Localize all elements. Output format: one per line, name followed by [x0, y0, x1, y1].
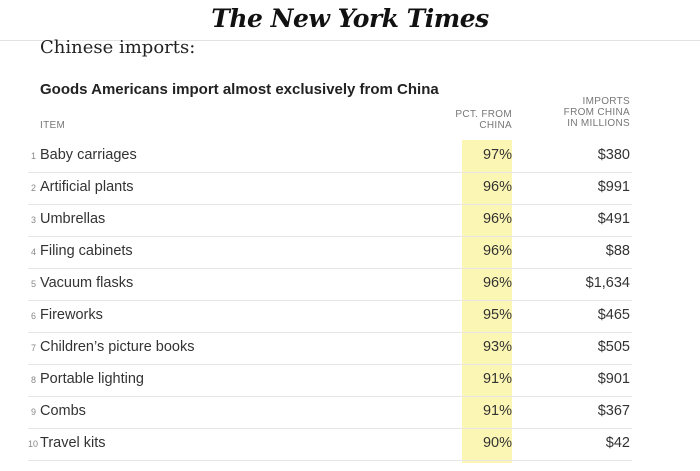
table-title: Goods Americans import almost exclusivel… — [40, 81, 439, 98]
row-imports-millions: $1,634 — [585, 275, 630, 291]
row-rank: 7 — [30, 343, 36, 353]
row-imports-millions: $901 — [597, 371, 630, 387]
table-row: 5 Vacuum flasks 96% $1,634 — [28, 268, 632, 301]
row-item: Baby carriages — [40, 147, 137, 163]
nyt-logo[interactable]: The New York Times — [211, 4, 489, 33]
row-item: Combs — [40, 403, 86, 419]
row-item: Travel kits — [40, 435, 106, 451]
column-header-pct: PCT. FROM CHINA — [440, 109, 512, 131]
table-row: 6 Fireworks 95% $465 — [28, 300, 632, 333]
row-rank: 6 — [30, 311, 36, 321]
row-rank: 8 — [30, 375, 36, 385]
column-header-pct-line2: CHINA — [479, 120, 512, 131]
row-rank: 1 — [30, 151, 36, 161]
row-pct-from-china: 96% — [482, 211, 512, 227]
row-imports-millions: $42 — [605, 435, 630, 451]
row-imports-millions: $491 — [597, 211, 630, 227]
table-row: 7 Children’s picture books 93% $505 — [28, 332, 632, 365]
row-pct-from-china: 93% — [482, 339, 512, 355]
table-row: 10 Travel kits 90% $42 — [28, 428, 632, 461]
column-header-pct-line1: PCT. FROM — [455, 109, 512, 120]
row-pct-from-china: 96% — [482, 275, 512, 291]
row-item: Portable lighting — [40, 371, 144, 387]
row-pct-from-china: 96% — [482, 243, 512, 259]
row-imports-millions: $367 — [597, 403, 630, 419]
row-pct-from-china: 91% — [482, 371, 512, 387]
table-row: 4 Filing cabinets 96% $88 — [28, 236, 632, 269]
table-row: 8 Portable lighting 91% $901 — [28, 364, 632, 397]
row-pct-from-china: 90% — [482, 435, 512, 451]
column-header-item-label: ITEM — [40, 120, 66, 131]
row-rank: 10 — [28, 439, 39, 449]
row-rank: 4 — [30, 247, 36, 257]
row-rank: 3 — [30, 215, 36, 225]
row-item: Umbrellas — [40, 211, 106, 227]
row-imports-millions: $505 — [597, 339, 630, 355]
row-rank: 5 — [30, 279, 36, 289]
column-header-item: ITEM — [40, 120, 65, 131]
row-imports-millions: $380 — [597, 147, 630, 163]
table-row: 2 Artificial plants 96% $991 — [28, 172, 632, 205]
row-rank: 9 — [30, 407, 36, 417]
row-rank: 2 — [30, 183, 36, 193]
row-pct-from-china: 91% — [482, 403, 512, 419]
row-item: Filing cabinets — [40, 243, 133, 259]
row-item: Fireworks — [40, 307, 103, 323]
row-item: Vacuum flasks — [40, 275, 134, 291]
table-row: 9 Combs 91% $367 — [28, 396, 632, 429]
row-imports-millions: $991 — [597, 179, 630, 195]
masthead: The New York Times — [0, 0, 700, 41]
row-pct-from-china: 96% — [482, 179, 512, 195]
column-header-imports: IMPORTS FROM CHINA IN MILLIONS — [540, 96, 630, 129]
table-row: 1 Baby carriages 97% $380 — [28, 140, 632, 173]
row-pct-from-china: 95% — [482, 307, 512, 323]
row-pct-from-china: 97% — [482, 147, 512, 163]
row-item: Artificial plants — [40, 179, 134, 195]
page-title: Chinese imports: — [40, 37, 196, 58]
column-header-imports-line1: IMPORTS — [582, 96, 630, 107]
column-header-imports-line2: FROM CHINA — [563, 107, 630, 118]
column-header-imports-line3: IN MILLIONS — [567, 118, 630, 129]
pct-column-highlight — [462, 140, 512, 463]
row-item: Children’s picture books — [40, 339, 195, 355]
row-imports-millions: $465 — [597, 307, 630, 323]
row-imports-millions: $88 — [605, 243, 630, 259]
table-row: 3 Umbrellas 96% $491 — [28, 204, 632, 237]
